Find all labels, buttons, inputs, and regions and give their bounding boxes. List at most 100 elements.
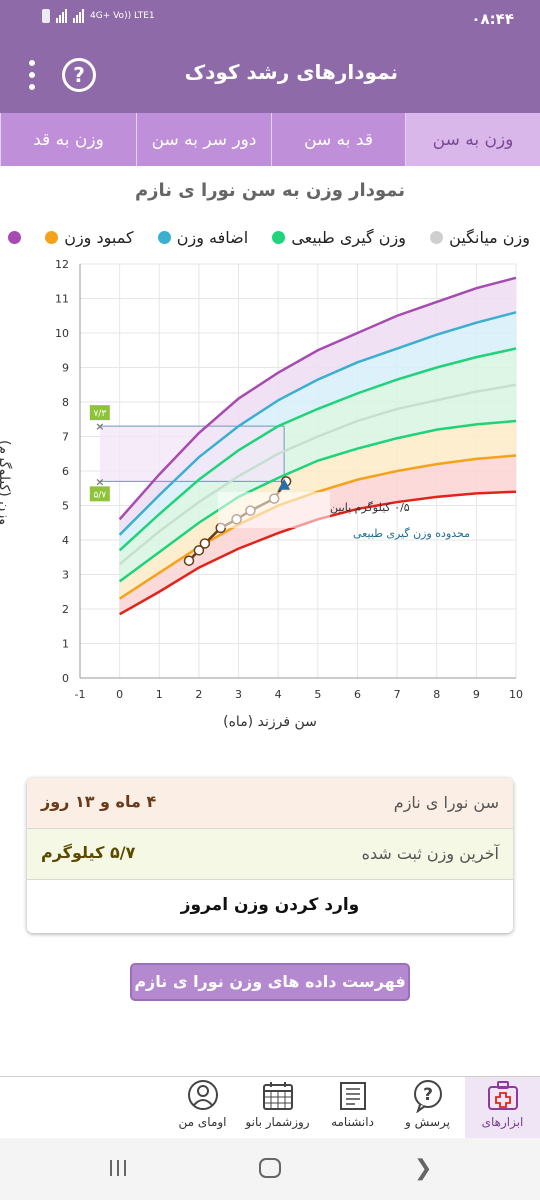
nav-encyclopedia[interactable]: دانشنامه [315, 1077, 390, 1139]
more-options-icon[interactable] [20, 56, 44, 94]
chart-legend: کمبود وزن اضافه وزن وزن گیری طبیعی وزن م… [8, 228, 530, 247]
status-bar: 4G+ Vo)) LTE1 ۰۸:۴۴ [0, 0, 540, 38]
percentile-line-1 [118, 454, 517, 600]
x-tick-label: 9 [473, 688, 480, 701]
signal-icon [56, 9, 67, 23]
legend-item-normal: وزن گیری طبیعی [272, 228, 406, 247]
book-icon [339, 1082, 366, 1110]
legend-label: وزن گیری طبیعی [291, 228, 406, 247]
range-badge-label: ۷/۳ [93, 409, 106, 419]
growth-chart[interactable]: -1 0 1 2 3 4 5 6 7 8 9 100123456789101112۷/۳×۵/۷×۰/… [0, 255, 540, 755]
x-tick-label: 4 [275, 688, 282, 701]
status-time: ۰۸:۴۴ [471, 10, 514, 28]
current-point-marker [278, 478, 291, 490]
age-row: سن نورا ی نازم ۴ ماه و ۱۳ روز [27, 778, 513, 829]
legend-swatch-purple [8, 231, 22, 244]
measurement-point [199, 538, 211, 549]
y-tick-label: 9 [62, 362, 69, 375]
last-weight-value: ۵/۷ کیلوگرم [41, 843, 136, 862]
battery-icon [42, 9, 50, 23]
x-tick-label: 10 [509, 688, 523, 701]
chart-title: نمودار وزن به سن نورا ی نازم [134, 180, 406, 201]
measurement-point [183, 555, 195, 566]
tab-weight-for-age[interactable]: وزن به سن [405, 113, 540, 166]
tab-weight-for-height[interactable]: وزن به قد [0, 113, 136, 166]
network-label: 4G+ Vo)) LTE1 [90, 11, 155, 21]
target-range-band [99, 426, 285, 482]
range-x-marker: × [95, 420, 104, 433]
x-axis-label: سن فرزند (ماه) [223, 714, 317, 730]
nav-label: دانشنامه [331, 1115, 374, 1129]
medical-kit-icon [487, 1081, 518, 1110]
nav-profile[interactable]: اومای من [165, 1077, 240, 1139]
percentile-line-3 [118, 383, 517, 566]
page-title: نمودارهای رشد کودک [184, 60, 398, 84]
x-tick-label: 0 [116, 688, 123, 701]
back-icon[interactable]: ❯ [414, 1156, 433, 1181]
svg-text:?: ? [423, 1085, 433, 1105]
y-tick-label: 0 [62, 672, 69, 685]
percentile-line-5 [118, 311, 517, 536]
nav-label: اومای من [178, 1115, 227, 1129]
legend-swatch [272, 231, 286, 244]
range-badge-label: ۵/۷ [93, 490, 106, 500]
age-label: سن نورا ی نازم [393, 793, 499, 812]
nav-label: پرسش و [405, 1115, 450, 1129]
question-bubble-icon: ? [413, 1080, 442, 1113]
system-navigation-bar: ❯ [0, 1138, 540, 1200]
x-tick-label: -1 [75, 688, 86, 701]
legend-swatch [45, 231, 59, 244]
age-value: ۴ ماه و ۱۳ روز [41, 792, 157, 811]
tab-head-circumference[interactable]: دور سر به سن [136, 113, 271, 166]
recents-icon[interactable] [110, 1160, 126, 1176]
weight-list-button[interactable]: فهرست داده های وزن نورا ی نازم [130, 963, 410, 1001]
help-icon[interactable]: ? [62, 58, 96, 92]
band-underweight-severe [119, 455, 517, 615]
band-overweight-severe [119, 277, 517, 535]
y-axis-label: وزن (کیلوگرم) [0, 440, 12, 525]
y-tick-label: 7 [62, 431, 69, 444]
enter-weight-label: وارد کردن وزن امروز [180, 895, 360, 915]
status-icons: 4G+ Vo)) LTE1 [42, 9, 155, 23]
chart-tabs: وزن به قد دور سر به سن قد به سن وزن به س… [0, 113, 540, 166]
last-weight-row: آخرین وزن ثبت شده ۵/۷ کیلوگرم [27, 829, 513, 880]
x-tick-label: 2 [195, 688, 202, 701]
enter-weight-button[interactable]: وارد کردن وزن امروز [27, 880, 513, 931]
range-x-marker: × [95, 475, 104, 488]
legend-label: کمبود وزن [64, 228, 134, 247]
legend-swatch [157, 231, 171, 244]
band-underweight [119, 420, 517, 599]
legend-label: وزن میانگین [449, 228, 530, 247]
y-tick-label: 3 [62, 569, 69, 582]
percentile-line-2 [118, 419, 517, 583]
nav-tools[interactable]: ابزارهای [465, 1077, 540, 1139]
y-tick-label: 10 [55, 327, 69, 340]
percentile-line-6 [118, 276, 517, 521]
last-weight-label: آخرین وزن ثبت شده [361, 844, 499, 863]
profile-icon [187, 1080, 218, 1110]
nav-calendar[interactable]: روزشمار بانو [240, 1077, 315, 1139]
y-tick-label: 1 [62, 638, 69, 651]
x-tick-label: 1 [156, 688, 163, 701]
annotation-line-2: محدوده وزن گیری طبیعی [353, 527, 470, 540]
legend-item-underweight: کمبود وزن [45, 228, 134, 247]
nav-questions[interactable]: ? پرسش و [390, 1077, 465, 1139]
nav-label: ابزارهای [481, 1115, 524, 1129]
measurement-point [193, 545, 205, 556]
tab-height-for-age[interactable]: قد به سن [271, 113, 405, 166]
legend-label: اضافه وزن [176, 228, 249, 247]
y-tick-label: 5 [62, 500, 69, 513]
x-tick-label: 8 [433, 688, 440, 701]
legend-item-overweight: اضافه وزن [157, 228, 249, 247]
range-badge [89, 486, 110, 502]
y-tick-label: 8 [62, 396, 69, 409]
legend-item-purple [8, 228, 22, 247]
home-icon[interactable] [259, 1158, 281, 1178]
x-tick-label: 6 [354, 688, 361, 701]
calendar-icon [262, 1082, 293, 1110]
legend-item-average: وزن میانگین [430, 228, 530, 247]
x-tick-label: 3 [235, 688, 242, 701]
signal-icon-2 [73, 9, 84, 23]
band-normal-high [119, 348, 517, 565]
